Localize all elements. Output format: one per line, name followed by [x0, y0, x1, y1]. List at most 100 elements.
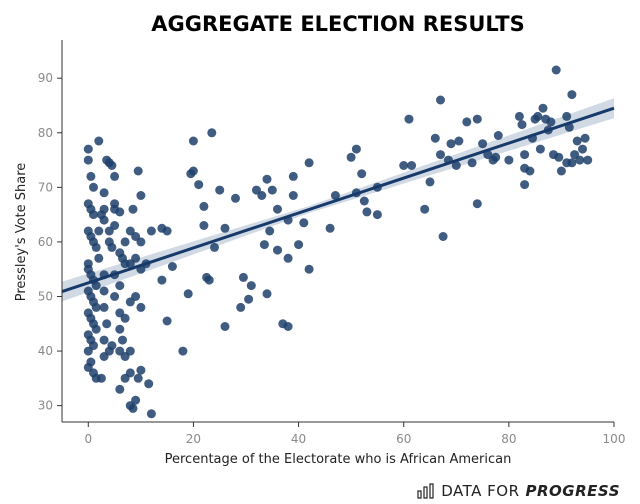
data-point: [136, 237, 146, 247]
data-point: [288, 191, 298, 200]
chart-title: AGGREGATE ELECTION RESULTS: [151, 12, 525, 36]
x-tick-label: 40: [291, 432, 306, 446]
y-tick-label: 90: [38, 71, 53, 85]
data-point: [120, 313, 130, 323]
data-point: [83, 155, 93, 165]
data-point: [107, 341, 117, 351]
data-point: [110, 171, 120, 181]
data-point: [399, 161, 409, 170]
data-point: [238, 272, 248, 282]
data-point: [157, 275, 167, 285]
data-point: [262, 174, 272, 184]
data-point: [194, 180, 204, 190]
x-tick-label: 100: [603, 432, 626, 446]
data-point: [136, 365, 146, 375]
y-tick-label: 80: [38, 126, 53, 140]
data-point: [572, 136, 582, 146]
data-point: [115, 281, 125, 291]
data-point: [546, 117, 556, 127]
data-point: [404, 114, 414, 124]
data-point: [517, 120, 527, 130]
data-point: [362, 207, 372, 217]
data-point: [273, 204, 282, 214]
data-point: [262, 289, 272, 299]
data-point: [91, 324, 101, 334]
data-point: [162, 316, 172, 326]
data-point: [115, 207, 125, 217]
y-tick-label: 70: [38, 180, 53, 194]
trend-layer: [61, 106, 615, 293]
y-axis-label: Pressley's Vote Share: [14, 163, 29, 302]
data-point: [99, 188, 109, 198]
data-point: [207, 128, 217, 138]
data-point: [107, 161, 117, 170]
data-point: [420, 204, 430, 214]
data-point: [562, 111, 572, 121]
y-tick-label: 60: [38, 235, 53, 249]
data-point: [96, 373, 106, 383]
data-point: [199, 201, 209, 211]
data-point: [407, 161, 417, 170]
x-tick-label: 20: [186, 432, 201, 446]
y-tick-label: 30: [38, 399, 53, 413]
brand-logo: DATA FOR PROGRESS: [417, 482, 620, 500]
bar-chart-icon: [417, 483, 434, 499]
x-tick-label: 0: [84, 432, 92, 446]
data-point: [162, 226, 172, 236]
data-point: [520, 180, 530, 190]
data-point: [493, 131, 503, 140]
data-point: [102, 319, 112, 329]
data-point: [91, 242, 101, 252]
data-point: [91, 281, 101, 291]
data-point: [554, 152, 564, 162]
x-tick-label: 80: [501, 432, 516, 446]
data-point: [136, 191, 146, 200]
data-point: [107, 242, 117, 252]
data-point: [215, 185, 225, 195]
x-axis-label: Percentage of the Electorate who is Afri…: [165, 452, 512, 467]
data-point: [83, 346, 93, 356]
axes-layer: 30 40 50 60 70 80 90 0 20 40 60 80 100: [38, 40, 626, 446]
data-point: [220, 322, 230, 331]
data-point: [346, 152, 356, 162]
data-point: [478, 139, 488, 149]
data-point: [131, 292, 141, 301]
data-point: [99, 335, 109, 345]
data-point: [231, 193, 240, 203]
data-point: [446, 139, 456, 149]
data-point: [131, 395, 141, 405]
data-point: [438, 232, 448, 241]
data-point: [115, 324, 125, 334]
data-point: [304, 158, 314, 168]
data-point: [94, 136, 104, 146]
data-point: [567, 158, 577, 168]
data-point: [580, 133, 590, 143]
data-point: [273, 245, 282, 255]
brand-text-part1: DATA FOR: [441, 482, 520, 500]
data-point: [514, 111, 524, 121]
data-point: [425, 177, 435, 187]
data-point: [472, 199, 482, 209]
data-point: [556, 166, 566, 176]
y-tick-label: 40: [38, 344, 53, 358]
data-point: [283, 253, 293, 263]
data-point: [131, 253, 141, 263]
data-point: [199, 221, 209, 230]
data-point: [167, 262, 177, 271]
trend-line: [61, 106, 615, 293]
data-point: [118, 335, 127, 345]
data-point: [520, 150, 530, 160]
data-point: [535, 144, 545, 154]
data-point: [372, 210, 382, 220]
data-point: [259, 240, 269, 250]
data-point: [236, 302, 246, 312]
data-point: [204, 275, 214, 285]
data-point: [110, 221, 120, 230]
data-point: [115, 384, 125, 394]
data-point: [257, 191, 267, 200]
data-point: [575, 155, 585, 165]
data-point: [467, 158, 477, 168]
data-point: [430, 133, 440, 143]
data-point: [265, 226, 275, 236]
